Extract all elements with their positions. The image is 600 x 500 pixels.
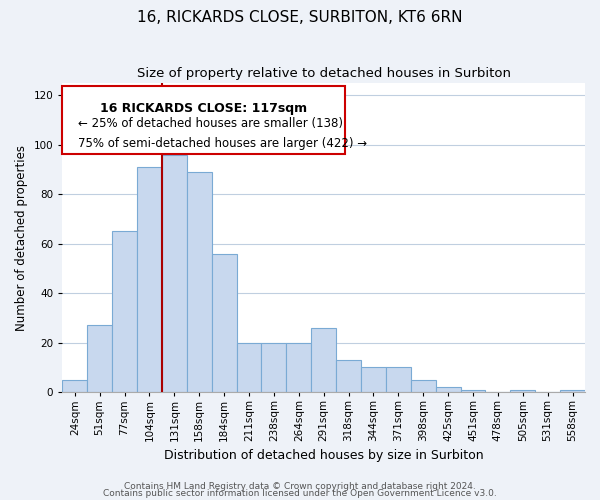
Bar [187, 172, 212, 392]
Bar [236, 342, 262, 392]
Text: 75% of semi-detached houses are larger (422) →: 75% of semi-detached houses are larger (… [78, 137, 367, 150]
Bar [62, 380, 87, 392]
Bar [560, 390, 585, 392]
Text: 16 RICKARDS CLOSE: 117sqm: 16 RICKARDS CLOSE: 117sqm [100, 102, 307, 114]
Bar [311, 328, 336, 392]
Text: 16, RICKARDS CLOSE, SURBITON, KT6 6RN: 16, RICKARDS CLOSE, SURBITON, KT6 6RN [137, 10, 463, 25]
X-axis label: Distribution of detached houses by size in Surbiton: Distribution of detached houses by size … [164, 450, 484, 462]
FancyBboxPatch shape [62, 86, 344, 154]
Bar [361, 368, 386, 392]
Bar [162, 155, 187, 392]
Bar [411, 380, 436, 392]
Bar [212, 254, 236, 392]
Bar [436, 387, 461, 392]
Y-axis label: Number of detached properties: Number of detached properties [15, 144, 28, 330]
Bar [461, 390, 485, 392]
Bar [112, 232, 137, 392]
Bar [336, 360, 361, 392]
Bar [386, 368, 411, 392]
Bar [137, 167, 162, 392]
Bar [262, 342, 286, 392]
Bar [511, 390, 535, 392]
Text: Contains public sector information licensed under the Open Government Licence v3: Contains public sector information licen… [103, 489, 497, 498]
Bar [286, 342, 311, 392]
Text: Contains HM Land Registry data © Crown copyright and database right 2024.: Contains HM Land Registry data © Crown c… [124, 482, 476, 491]
Text: ← 25% of detached houses are smaller (138): ← 25% of detached houses are smaller (13… [78, 117, 343, 130]
Title: Size of property relative to detached houses in Surbiton: Size of property relative to detached ho… [137, 68, 511, 80]
Bar [87, 326, 112, 392]
